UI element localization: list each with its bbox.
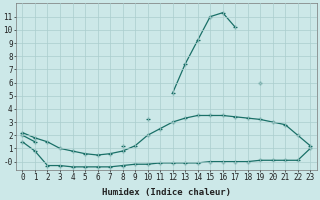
X-axis label: Humidex (Indice chaleur): Humidex (Indice chaleur) — [102, 188, 231, 197]
